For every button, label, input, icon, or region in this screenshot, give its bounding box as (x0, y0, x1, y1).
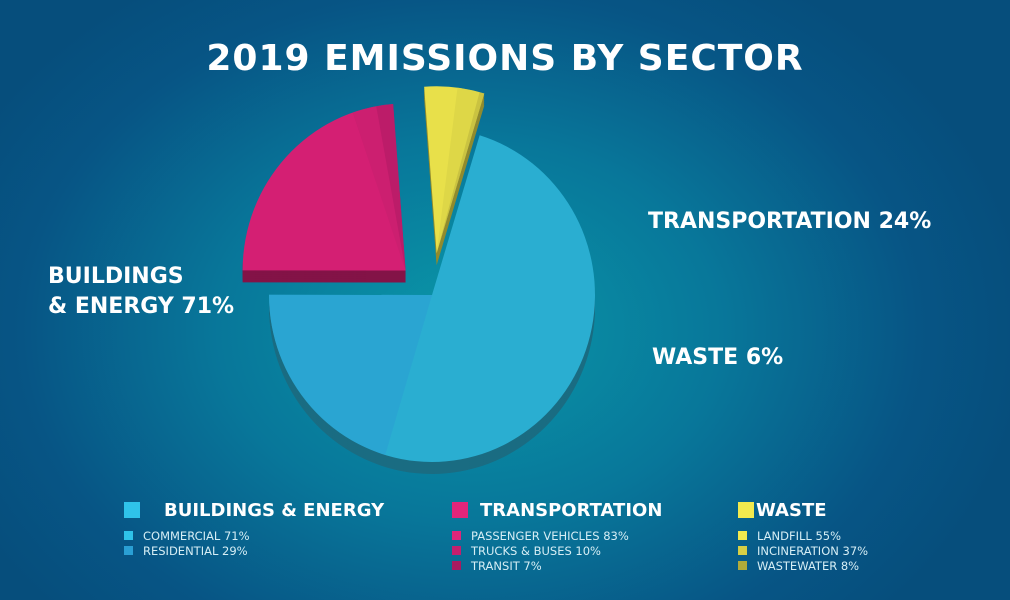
legend-swatch (738, 531, 747, 540)
legend-heading-label: BUILDINGS & ENERGY (164, 499, 385, 521)
legend-swatch (124, 531, 133, 540)
legend-item-label: RESIDENTIAL 29% (143, 543, 248, 558)
legend-item-commercial: COMMERCIAL 71% (124, 528, 384, 543)
legend-swatch (738, 561, 747, 570)
legend-item-passenger-vehicles: PASSENGER VEHICLES 83% (452, 528, 662, 543)
legend-item-trucks-buses: TRUCKS & BUSES 10% (452, 543, 662, 558)
pie-subslice-incineration (436, 87, 480, 254)
legend-swatch (124, 502, 140, 518)
legend-item-label: WASTEWATER 8% (757, 558, 860, 573)
legend-item-incineration: INCINERATION 37% (738, 543, 868, 558)
legend-heading-label: TRANSPORTATION (480, 499, 663, 521)
legend-item-residential: RESIDENTIAL 29% (124, 543, 384, 558)
pie-subslice-trucks-buses (352, 106, 406, 271)
legend-item-transit: TRANSIT 7% (452, 558, 662, 573)
legend-swatch (452, 561, 461, 570)
legend-swatch (124, 546, 133, 555)
legend-item-label: TRANSIT 7% (471, 558, 542, 573)
legend-heading-waste: WASTE (738, 498, 868, 522)
legend-item-label: INCINERATION 37% (757, 543, 869, 558)
callout-transportation: TRANSPORTATION 24% (648, 209, 932, 234)
legend-heading-buildings: BUILDINGS & ENERGY (124, 498, 384, 522)
legend-buildings: BUILDINGS & ENERGY COMMERCIAL 71% RESIDE… (124, 498, 384, 558)
legend-swatch (738, 546, 747, 555)
legend-heading-transportation: TRANSPORTATION (452, 498, 662, 522)
legend-swatch (452, 502, 468, 518)
callout-buildings-line2: & ENERGY 71% (48, 294, 235, 319)
legend-item-label: LANDFILL 55% (757, 528, 842, 543)
callout-buildings: BUILDINGS & ENERGY 71% (48, 262, 234, 322)
pie-top-layer (242, 86, 595, 462)
pie-subslice-residential (269, 294, 432, 455)
pie-subslice-wastewater (436, 92, 485, 254)
legend-heading-label: WASTE (756, 499, 827, 521)
legend-item-label: TRUCKS & BUSES 10% (471, 543, 601, 558)
pie-subslice-transit (376, 104, 406, 271)
callout-buildings-line1: BUILDINGS (48, 264, 184, 289)
legend-swatch (738, 502, 754, 518)
legend-transportation: TRANSPORTATION PASSENGER VEHICLES 83% TR… (452, 498, 662, 573)
legend-item-label: COMMERCIAL 71% (143, 528, 250, 543)
legend-swatch (452, 531, 461, 540)
chart-title: 2019 EMISSIONS BY SECTOR (206, 38, 804, 79)
legend-item-landfill: LANDFILL 55% (738, 528, 868, 543)
callout-waste: WASTE 6% (652, 345, 784, 370)
legend-swatch (452, 546, 461, 555)
legend-item-wastewater: WASTEWATER 8% (738, 558, 868, 573)
legend-waste: WASTE LANDFILL 55% INCINERATION 37% WAST… (738, 498, 868, 573)
legend-item-label: PASSENGER VEHICLES 83% (471, 528, 629, 543)
